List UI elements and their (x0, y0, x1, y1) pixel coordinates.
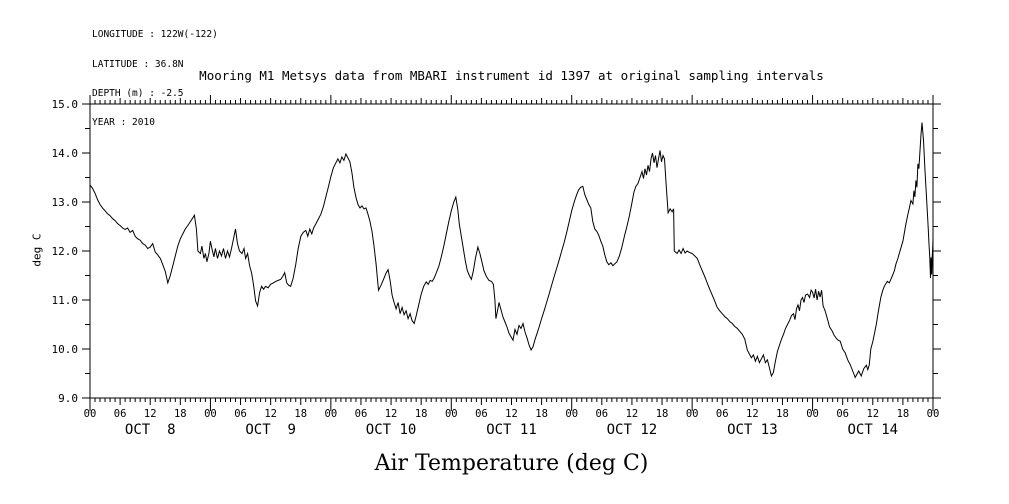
svg-text:00: 00 (325, 408, 338, 420)
svg-text:06: 06 (595, 408, 608, 420)
svg-text:06: 06 (475, 408, 488, 420)
metadata-longitude: LONGITUDE : 122W(-122) (92, 29, 218, 41)
svg-text:00: 00 (445, 408, 458, 420)
svg-text:12.0: 12.0 (52, 245, 79, 258)
svg-text:18: 18 (294, 408, 307, 420)
metadata-latitude: LATITUDE : 36.8N (92, 58, 184, 70)
svg-text:12: 12 (385, 408, 398, 420)
svg-text:12: 12 (866, 408, 879, 420)
chart-title: Mooring M1 Metsys data from MBARI instru… (199, 68, 824, 83)
svg-text:00: 00 (84, 408, 97, 420)
svg-text:18: 18 (535, 408, 548, 420)
svg-text:OCT 11: OCT 11 (486, 422, 537, 438)
svg-text:9.0: 9.0 (58, 392, 78, 405)
temperature-line (89, 122, 934, 379)
svg-text:11.0: 11.0 (52, 294, 79, 307)
svg-text:18: 18 (656, 408, 669, 420)
svg-text:18: 18 (174, 408, 187, 420)
svg-text:18: 18 (897, 408, 910, 420)
svg-text:00: 00 (204, 408, 217, 420)
svg-text:12: 12 (746, 408, 759, 420)
svg-text:13.0: 13.0 (52, 196, 79, 209)
svg-text:06: 06 (355, 408, 368, 420)
metadata-depth: DEPTH (m) : -2.5 (92, 87, 184, 99)
svg-text:06: 06 (114, 408, 127, 420)
svg-text:00: 00 (686, 408, 699, 420)
svg-text:12: 12 (264, 408, 277, 420)
svg-text:10.0: 10.0 (52, 343, 79, 356)
svg-text:18: 18 (415, 408, 428, 420)
svg-text:06: 06 (234, 408, 247, 420)
svg-text:14.0: 14.0 (52, 147, 79, 160)
chart-bottom-label: Air Temperature (deg C) (374, 451, 649, 476)
svg-text:OCT 12: OCT 12 (607, 422, 658, 438)
axis-tick-labels: 9.0 10.0 11.0 12.0 13.0 14.0 15.0 00 06 12 18 00 06 1… (52, 98, 940, 438)
svg-text:00: 00 (565, 408, 578, 420)
svg-text:12: 12 (144, 408, 157, 420)
svg-text:OCT 10: OCT 10 (366, 422, 417, 438)
svg-text:15.0: 15.0 (52, 98, 79, 111)
svg-text:OCT 13: OCT 13 (727, 422, 778, 438)
svg-text:12: 12 (626, 408, 639, 420)
svg-text:12: 12 (505, 408, 518, 420)
svg-text:OCT 14: OCT 14 (847, 422, 898, 438)
svg-text:00: 00 (806, 408, 819, 420)
svg-text:OCT 8: OCT 8 (125, 422, 176, 438)
svg-text:OCT 9: OCT 9 (245, 422, 296, 438)
svg-text:00: 00 (927, 408, 940, 420)
metadata-year: YEAR : 2010 (92, 116, 155, 128)
metadata-block: LONGITUDE : 122W(-122) LATITUDE : 36.8N … (92, 11, 218, 137)
axis-ticks (82, 95, 941, 411)
svg-text:06: 06 (716, 408, 729, 420)
svg-text:18: 18 (776, 408, 789, 420)
svg-text:06: 06 (836, 408, 849, 420)
plot-frame (89, 103, 934, 399)
